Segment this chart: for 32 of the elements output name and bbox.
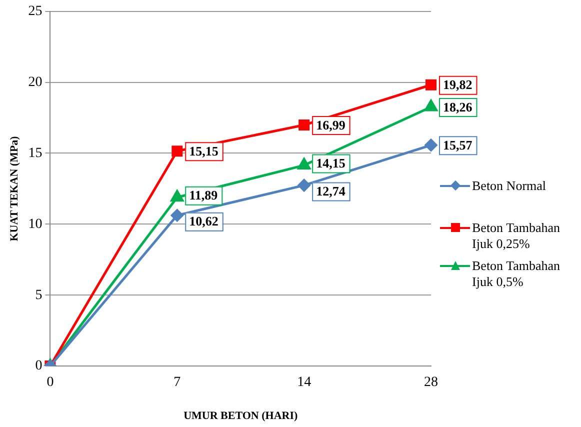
point xyxy=(172,146,183,157)
data-label: 12,74 xyxy=(316,184,346,199)
point xyxy=(424,138,438,152)
legend-label: Beton Tambahan Ijuk 0,25% xyxy=(472,220,562,252)
data-label: 11,89 xyxy=(189,188,218,203)
point xyxy=(298,158,311,170)
legend-label: Beton Tambahan Ijuk 0,5% xyxy=(472,258,562,290)
data-label: 19,82 xyxy=(443,77,472,92)
y-tick-label: 0 xyxy=(35,358,42,374)
y-tick-label: 25 xyxy=(28,4,42,20)
x-tick-label: 0 xyxy=(46,375,54,390)
x-axis-title: UMUR BETON (HARI) xyxy=(184,410,298,422)
x-tick-label: 7 xyxy=(174,375,181,390)
data-label: 14,15 xyxy=(316,156,346,171)
data-label: 16,99 xyxy=(316,117,346,132)
y-tick-label: 20 xyxy=(28,74,42,90)
data-label: 15,15 xyxy=(189,143,219,158)
point xyxy=(170,209,184,222)
y-tick-label: 10 xyxy=(28,216,42,232)
y-tick-label: 15 xyxy=(28,146,42,161)
y-axis-title: KUAT TEKAN (MPa) xyxy=(8,136,20,242)
y-tick-label: 5 xyxy=(35,288,42,303)
point xyxy=(170,190,184,202)
x-tick-label: 14 xyxy=(297,375,312,390)
data-label: 10,62 xyxy=(189,214,218,229)
legend-label: Beton Normal xyxy=(472,178,546,194)
point xyxy=(426,79,436,90)
data-label: 15,57 xyxy=(443,138,473,153)
point xyxy=(298,120,310,131)
x-tick-label: 28 xyxy=(424,375,438,390)
point xyxy=(298,179,310,192)
data-label: 18,26 xyxy=(443,99,473,114)
